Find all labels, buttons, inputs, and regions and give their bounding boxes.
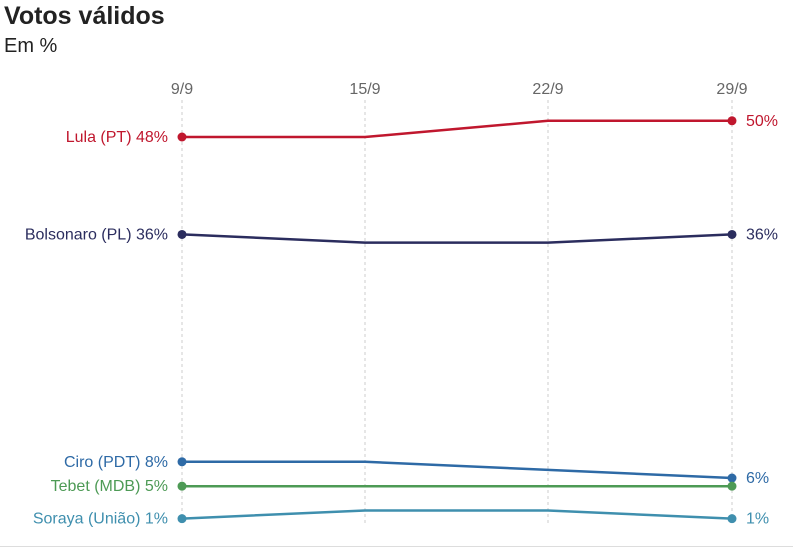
series-start-label: Tebet (MDB) 5%: [51, 478, 168, 495]
x-tick-label: 9/9: [171, 81, 193, 98]
start-point: [177, 229, 187, 239]
series-start-label: Bolsonaro (PL) 36%: [25, 226, 168, 243]
series-end-label: 6%: [746, 470, 769, 487]
series-line: [181, 233, 733, 244]
chart-title: Votos válidos: [4, 2, 165, 30]
start-point: [177, 481, 187, 491]
bottom-rule: [0, 546, 793, 547]
series-start-label: Lula (PT) 48%: [66, 129, 168, 146]
series-end-label: 50%: [746, 113, 778, 130]
x-tick-label: 29/9: [716, 81, 747, 98]
series-line: [182, 119, 732, 139]
series-end-label: 1%: [746, 511, 769, 528]
series-line: [181, 509, 733, 520]
end-point: [727, 514, 737, 524]
x-tick-label: 22/9: [532, 81, 563, 98]
series-start-label: Ciro (PDT) 8%: [64, 454, 168, 471]
end-point: [727, 473, 737, 483]
end-point: [727, 229, 737, 239]
chart-subtitle: Em %: [4, 35, 58, 57]
series-start-label: Soraya (União) 1%: [33, 511, 168, 528]
end-point: [727, 116, 737, 126]
start-point: [177, 457, 187, 467]
series-line: [182, 460, 733, 480]
start-point: [177, 132, 187, 142]
x-tick-label: 15/9: [349, 81, 380, 98]
start-point: [177, 514, 187, 524]
end-point: [727, 481, 737, 491]
series-end-label: 36%: [746, 226, 778, 243]
